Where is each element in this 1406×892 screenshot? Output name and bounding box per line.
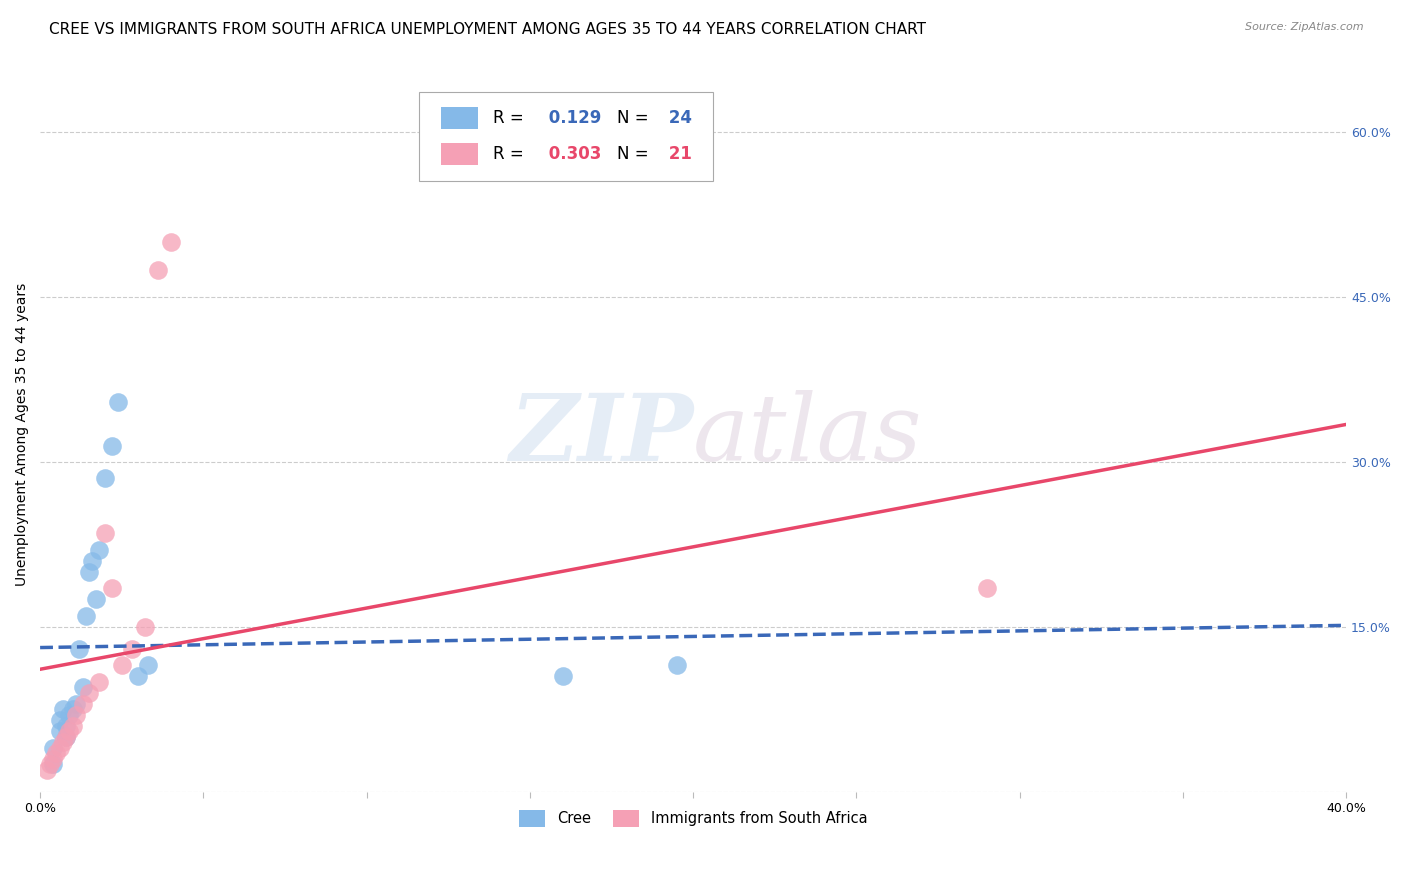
Point	[72, 680, 94, 694]
Point	[62, 719, 84, 733]
FancyBboxPatch shape	[441, 107, 478, 128]
Point	[55, 730, 77, 744]
FancyBboxPatch shape	[419, 92, 713, 181]
Point	[159, 235, 181, 250]
Point	[82, 554, 104, 568]
Text: Source: ZipAtlas.com: Source: ZipAtlas.com	[1246, 22, 1364, 32]
Point	[665, 658, 688, 673]
Point	[121, 641, 143, 656]
Legend: Cree, Immigrants from South Africa: Cree, Immigrants from South Africa	[512, 803, 875, 834]
Point	[107, 394, 129, 409]
Text: 24: 24	[664, 109, 692, 128]
Point	[62, 702, 84, 716]
Point	[42, 757, 65, 772]
Point	[48, 740, 70, 755]
Point	[42, 752, 65, 766]
Point	[87, 674, 110, 689]
Text: CREE VS IMMIGRANTS FROM SOUTH AFRICA UNEMPLOYMENT AMONG AGES 35 TO 44 YEARS CORR: CREE VS IMMIGRANTS FROM SOUTH AFRICA UNE…	[49, 22, 927, 37]
Point	[58, 724, 80, 739]
Point	[75, 608, 97, 623]
Text: N =: N =	[617, 145, 650, 163]
Point	[146, 262, 169, 277]
Text: R =: R =	[494, 109, 524, 128]
Point	[38, 757, 60, 772]
Point	[94, 526, 117, 541]
Point	[87, 542, 110, 557]
Point	[101, 438, 124, 452]
Text: 0.303: 0.303	[543, 145, 602, 163]
Point	[45, 746, 67, 760]
Point	[65, 697, 87, 711]
Point	[127, 669, 149, 683]
Point	[65, 707, 87, 722]
Text: 21: 21	[664, 145, 692, 163]
Point	[101, 582, 124, 596]
Text: ZIP: ZIP	[509, 390, 693, 480]
Point	[77, 686, 100, 700]
Point	[136, 658, 159, 673]
Point	[976, 582, 998, 596]
Point	[55, 719, 77, 733]
Point	[58, 707, 80, 722]
Point	[55, 730, 77, 744]
Point	[67, 641, 90, 656]
Point	[94, 471, 117, 485]
Point	[42, 740, 65, 755]
Y-axis label: Unemployment Among Ages 35 to 44 years: Unemployment Among Ages 35 to 44 years	[15, 283, 30, 586]
Point	[551, 669, 574, 683]
Text: 0.129: 0.129	[543, 109, 602, 128]
Point	[48, 713, 70, 727]
Text: N =: N =	[617, 109, 650, 128]
Text: R =: R =	[494, 145, 524, 163]
FancyBboxPatch shape	[441, 143, 478, 164]
Text: atlas: atlas	[693, 390, 922, 480]
Point	[134, 620, 156, 634]
Point	[52, 735, 75, 749]
Point	[77, 565, 100, 579]
Point	[35, 763, 58, 777]
Point	[52, 702, 75, 716]
Point	[48, 724, 70, 739]
Point	[72, 697, 94, 711]
Point	[84, 592, 107, 607]
Point	[111, 658, 134, 673]
